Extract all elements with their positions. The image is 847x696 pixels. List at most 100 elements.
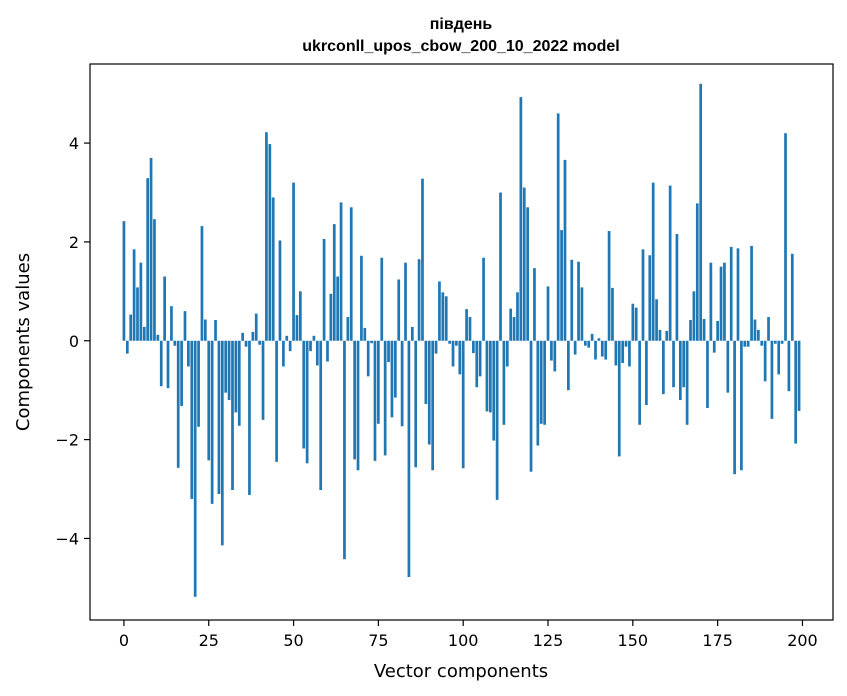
bar-73 — [370, 340, 373, 344]
bar-138 — [590, 333, 594, 341]
bar-7 — [146, 178, 150, 341]
bar-114 — [509, 308, 513, 341]
bar-26 — [210, 340, 214, 504]
x-tick-label: 150 — [618, 631, 649, 650]
y-tick-label: 4 — [69, 134, 79, 153]
bar-176 — [719, 266, 723, 341]
bar-67 — [349, 207, 353, 341]
bar-9 — [153, 219, 156, 341]
bar-167 — [689, 320, 692, 341]
y-tick-label: 2 — [69, 233, 79, 252]
bar-157 — [655, 299, 658, 341]
plot-frame — [89, 63, 834, 621]
bar-103 — [472, 340, 475, 354]
bar-102 — [468, 317, 472, 341]
bar-156 — [651, 182, 655, 341]
bar-126 — [550, 340, 553, 361]
chart-subtitle: ukrconll_upos_cbow_200_10_2022 model — [302, 38, 619, 55]
x-tick-label: 100 — [448, 631, 479, 650]
bar-170 — [699, 83, 703, 341]
bar-121 — [533, 268, 536, 341]
bar-55 — [309, 340, 312, 352]
bar-197 — [790, 253, 794, 341]
y-tick-label: −2 — [55, 431, 79, 450]
bar-70 — [360, 255, 363, 341]
bar-15 — [173, 340, 177, 346]
bar-80 — [393, 340, 397, 398]
bar-37 — [248, 340, 251, 495]
bar-128 — [556, 113, 560, 341]
bar-132 — [570, 259, 574, 341]
bar-142 — [604, 340, 608, 360]
bar-178 — [726, 340, 730, 393]
bar-193 — [777, 340, 781, 375]
bar-191 — [770, 340, 774, 419]
bar-10 — [156, 334, 160, 341]
bar-35 — [241, 332, 245, 341]
bar-74 — [373, 340, 377, 461]
bar-95 — [444, 296, 448, 341]
bar-148 — [624, 340, 628, 347]
bar-105 — [478, 340, 482, 377]
bars-group — [122, 83, 801, 597]
bar-4 — [136, 287, 139, 341]
bar-49 — [288, 340, 292, 352]
bar-83 — [404, 262, 407, 341]
bar-78 — [387, 340, 390, 363]
bar-84 — [407, 340, 411, 577]
bar-31 — [227, 340, 231, 401]
bar-39 — [254, 313, 258, 341]
bar-17 — [180, 340, 183, 406]
bar-151 — [634, 307, 638, 341]
bar-198 — [794, 340, 798, 444]
bar-181 — [736, 248, 740, 341]
bar-161 — [668, 185, 672, 341]
bar-147 — [621, 340, 625, 363]
bar-192 — [773, 340, 777, 344]
bar-81 — [397, 279, 401, 341]
bar-94 — [441, 292, 445, 341]
bar-141 — [600, 340, 604, 357]
x-tick-label: 75 — [368, 631, 388, 650]
bar-28 — [217, 340, 221, 494]
bar-127 — [553, 340, 557, 372]
bar-143 — [607, 231, 611, 341]
bar-41 — [261, 340, 265, 420]
bar-91 — [431, 340, 435, 471]
bar-150 — [631, 303, 635, 341]
bar-5 — [139, 262, 143, 341]
bar-175 — [716, 321, 719, 341]
bar-46 — [278, 240, 282, 341]
bar-111 — [499, 192, 502, 341]
bar-125 — [546, 286, 550, 341]
bar-8 — [149, 157, 153, 341]
bar-43 — [268, 144, 272, 341]
chart-title: південь — [430, 16, 493, 33]
bar-137 — [587, 340, 591, 348]
x-tick-label: 50 — [283, 631, 303, 650]
bar-154 — [645, 340, 648, 406]
bar-136 — [583, 340, 587, 346]
bar-152 — [638, 340, 641, 425]
bar-47 — [282, 340, 285, 367]
bar-56 — [312, 335, 316, 341]
bar-93 — [438, 281, 441, 341]
bar-6 — [142, 326, 146, 341]
bar-189 — [763, 340, 767, 382]
bar-77 — [383, 340, 387, 456]
bar-12 — [163, 276, 166, 341]
bar-172 — [706, 340, 709, 408]
bar-69 — [356, 340, 360, 471]
bar-86 — [414, 340, 418, 468]
bar-99 — [458, 340, 462, 375]
bar-185 — [750, 245, 753, 341]
bar-149 — [628, 340, 631, 367]
bar-51 — [295, 315, 299, 341]
y-tick-label: 0 — [69, 332, 79, 351]
bar-183 — [743, 340, 747, 347]
bar-163 — [675, 234, 679, 341]
bar-45 — [275, 340, 278, 462]
bar-85 — [410, 326, 414, 341]
